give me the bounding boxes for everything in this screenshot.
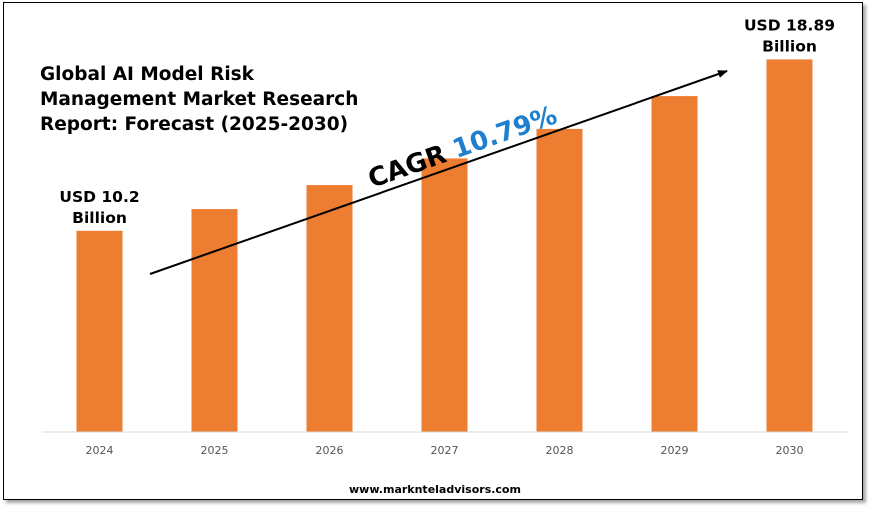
title-line-2: Management Market Research bbox=[40, 89, 359, 110]
bar-2029 bbox=[651, 96, 698, 432]
callout-2030-line-2: Billion bbox=[762, 37, 817, 55]
title-line-1: Global AI Model Risk bbox=[40, 64, 254, 85]
chart-title: Global AI Model Risk Management Market R… bbox=[40, 62, 360, 137]
bar-2030 bbox=[766, 59, 813, 433]
bar-2024 bbox=[76, 230, 123, 432]
x-tick-label-2030: 2030 bbox=[776, 444, 804, 457]
x-tick-label-2025: 2025 bbox=[201, 444, 229, 457]
x-tick-label-2029: 2029 bbox=[661, 444, 689, 457]
callout-2024-line-1: USD 10.2 bbox=[59, 188, 139, 206]
value-callouts: USD 10.2 Billion USD 18.89 Billion bbox=[59, 16, 835, 226]
x-tick-labels: 2024 2025 2026 2027 2028 2029 2030 bbox=[86, 444, 804, 457]
x-tick-label-2027: 2027 bbox=[431, 444, 459, 457]
bar-2028 bbox=[536, 128, 583, 432]
x-tick-label-2028: 2028 bbox=[546, 444, 574, 457]
bars-group bbox=[76, 59, 813, 433]
footer-url: www.marknteladvisors.com bbox=[349, 483, 521, 496]
cagr-arrow bbox=[149, 70, 728, 275]
x-tick-label-2026: 2026 bbox=[316, 444, 344, 457]
callout-2030-line-1: USD 18.89 bbox=[744, 16, 835, 34]
title-line-3: Report: Forecast (2025-2030) bbox=[40, 114, 349, 135]
bar-2025 bbox=[191, 209, 238, 432]
x-tick-label-2024: 2024 bbox=[86, 444, 114, 457]
bar-2026 bbox=[306, 185, 353, 432]
bar-2027 bbox=[421, 158, 468, 432]
callout-2024-line-2: Billion bbox=[72, 209, 127, 227]
